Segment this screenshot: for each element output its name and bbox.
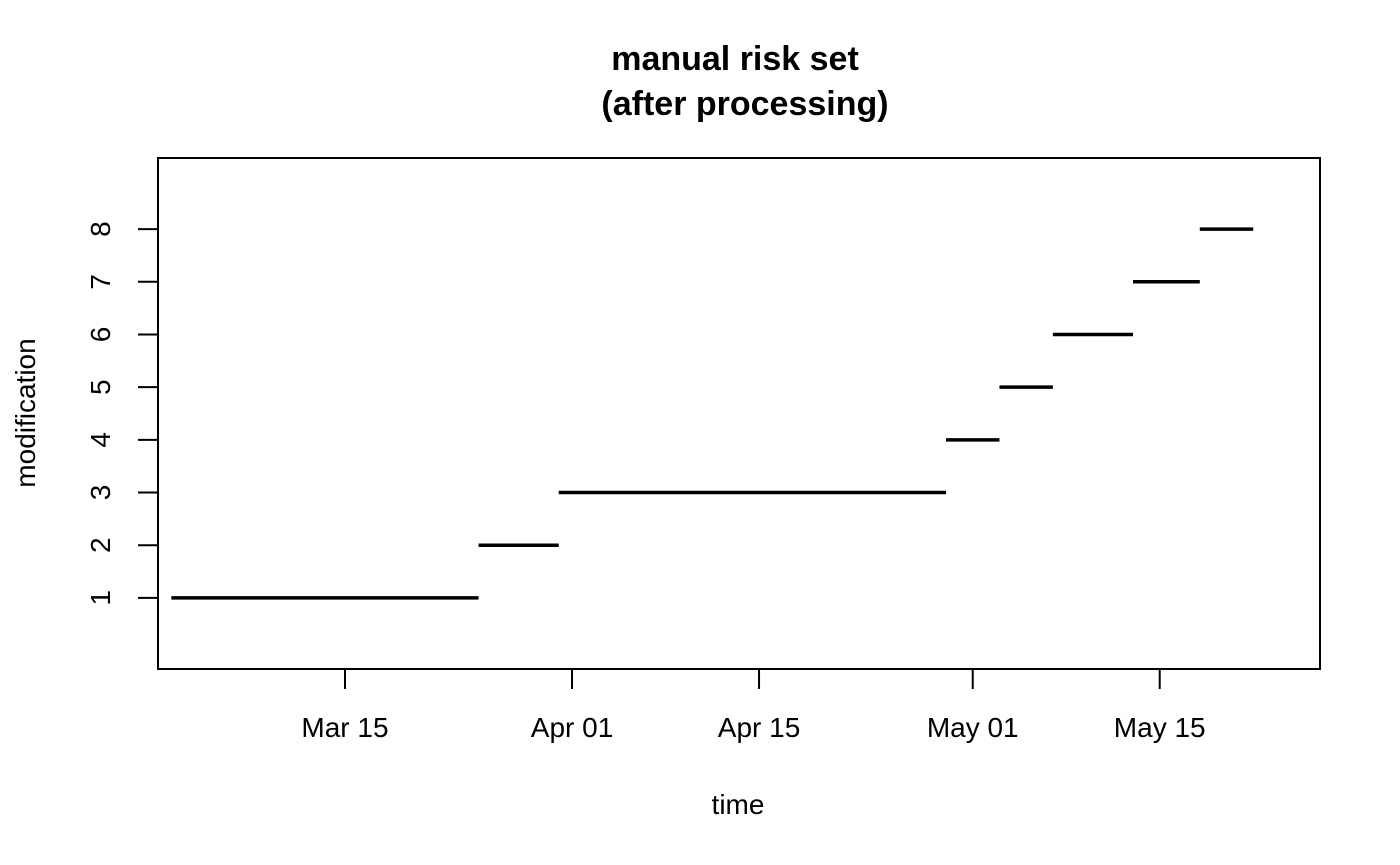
y-tick-label: 7 — [85, 274, 116, 290]
chart-title-line1: manual risk set — [611, 40, 859, 78]
y-tick-label: 8 — [85, 221, 116, 237]
x-axis: Mar 15 Apr 01 Apr 15 May 01 May 15 — [301, 669, 1206, 743]
x-axis-label: time — [712, 789, 765, 820]
y-tick-label: 1 — [85, 590, 116, 606]
y-axis-label: modification — [10, 338, 41, 487]
plot-frame — [157, 157, 1321, 670]
x-tick-label: Apr 01 — [531, 712, 614, 743]
y-tick-label: 2 — [85, 537, 116, 553]
x-tick-label: Apr 15 — [718, 712, 801, 743]
y-tick-label: 4 — [85, 432, 116, 448]
y-axis: 1 2 3 4 5 6 7 8 — [85, 221, 158, 606]
chart-title-line2: (after processing) — [601, 85, 888, 123]
x-tick-label: May 15 — [1114, 712, 1206, 743]
x-tick-label: Mar 15 — [301, 712, 388, 743]
segment-series — [171, 227, 1254, 600]
y-tick-label: 3 — [85, 485, 116, 501]
y-tick-label: 5 — [85, 379, 116, 395]
x-tick-label: May 01 — [927, 712, 1019, 743]
y-tick-label: 6 — [85, 327, 116, 343]
